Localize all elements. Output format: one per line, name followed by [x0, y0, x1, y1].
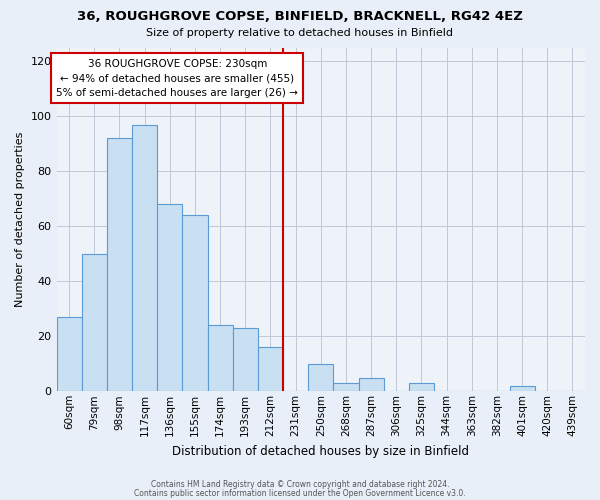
- Bar: [359, 378, 383, 392]
- Text: Size of property relative to detached houses in Binfield: Size of property relative to detached ho…: [146, 28, 454, 38]
- Bar: [208, 326, 233, 392]
- Bar: [308, 364, 334, 392]
- Bar: [132, 124, 157, 392]
- Bar: [157, 204, 182, 392]
- X-axis label: Distribution of detached houses by size in Binfield: Distribution of detached houses by size …: [172, 444, 469, 458]
- Bar: [409, 383, 434, 392]
- Bar: [182, 216, 208, 392]
- Text: Contains public sector information licensed under the Open Government Licence v3: Contains public sector information licen…: [134, 488, 466, 498]
- Bar: [107, 138, 132, 392]
- Bar: [56, 317, 82, 392]
- Bar: [509, 386, 535, 392]
- Bar: [233, 328, 258, 392]
- Text: 36 ROUGHGROVE COPSE: 230sqm
← 94% of detached houses are smaller (455)
5% of sem: 36 ROUGHGROVE COPSE: 230sqm ← 94% of det…: [56, 58, 298, 98]
- Text: Contains HM Land Registry data © Crown copyright and database right 2024.: Contains HM Land Registry data © Crown c…: [151, 480, 449, 489]
- Bar: [82, 254, 107, 392]
- Y-axis label: Number of detached properties: Number of detached properties: [15, 132, 25, 307]
- Bar: [334, 383, 359, 392]
- Bar: [258, 348, 283, 392]
- Text: 36, ROUGHGROVE COPSE, BINFIELD, BRACKNELL, RG42 4EZ: 36, ROUGHGROVE COPSE, BINFIELD, BRACKNEL…: [77, 10, 523, 23]
